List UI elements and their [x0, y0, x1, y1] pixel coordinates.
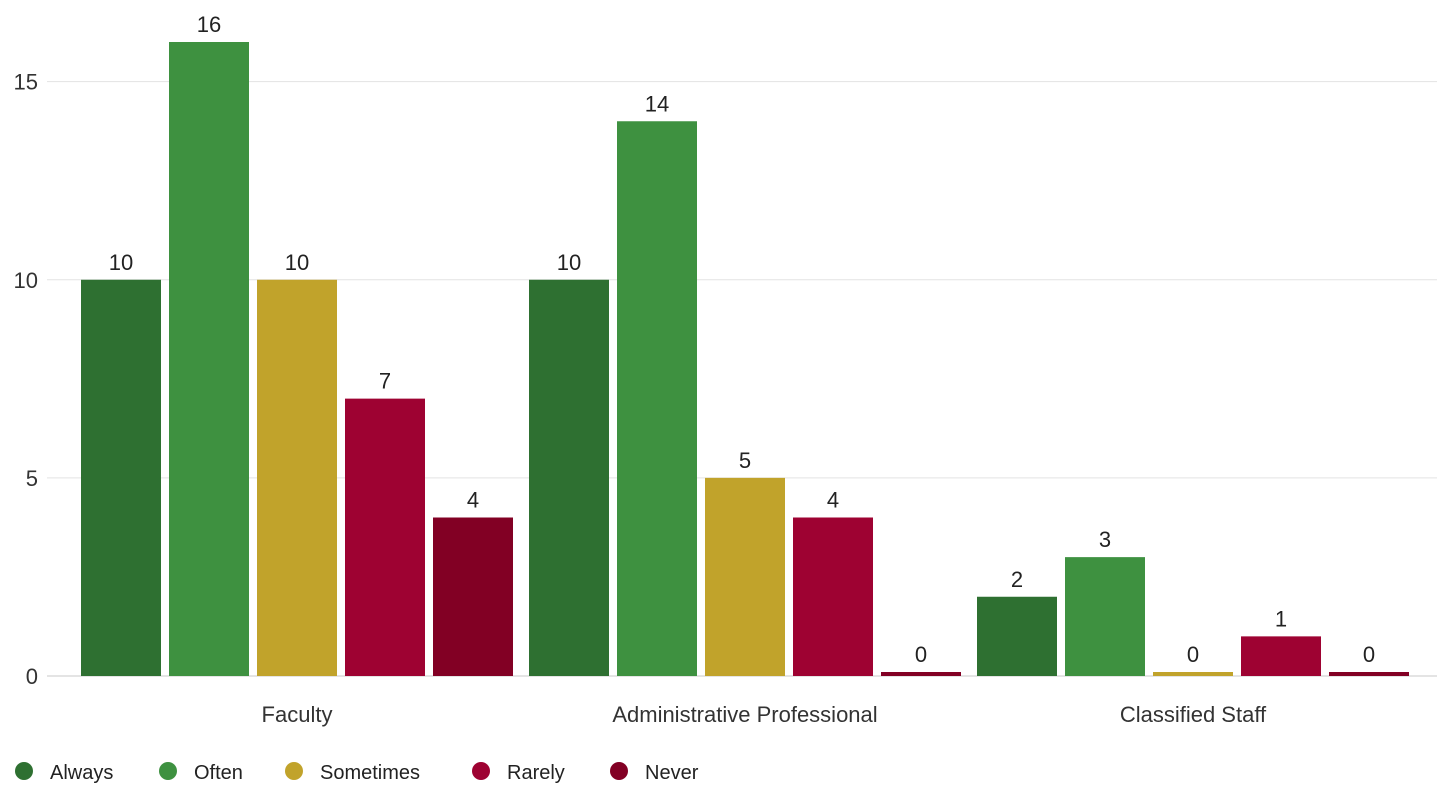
legend-item-always[interactable]: Always	[15, 762, 113, 784]
data-label: 0	[915, 642, 927, 667]
bar-often-2[interactable]	[1065, 557, 1145, 676]
data-label: 10	[109, 250, 133, 275]
bar-rarely-1[interactable]	[793, 517, 873, 677]
legend-label: Never	[645, 762, 699, 784]
bar-never-1[interactable]	[881, 672, 961, 676]
bar-sometimes-1[interactable]	[705, 477, 785, 676]
data-label: 4	[827, 488, 839, 513]
bar-never-2[interactable]	[1329, 672, 1409, 676]
bar-often-1[interactable]	[617, 121, 697, 676]
legend-marker	[472, 762, 490, 780]
legend-marker	[159, 762, 177, 780]
x-category-label: Classified Staff	[1120, 702, 1267, 727]
data-label: 14	[645, 91, 669, 116]
data-label: 0	[1187, 642, 1199, 667]
data-label: 10	[557, 250, 581, 275]
y-axis: 0 5 10 15	[14, 70, 38, 689]
y-tick-label: 15	[14, 70, 38, 95]
bar-sometimes-2[interactable]	[1153, 672, 1233, 676]
legend-label: Rarely	[507, 762, 565, 784]
data-label: 1	[1275, 606, 1287, 631]
y-tick-label: 0	[26, 664, 38, 689]
bar-rarely-2[interactable]	[1241, 636, 1321, 676]
bar-always-2[interactable]	[977, 596, 1057, 676]
legend-item-often[interactable]: Often	[159, 762, 243, 784]
bar-always-0[interactable]	[81, 279, 161, 676]
bars	[81, 42, 1409, 676]
legend-item-rarely[interactable]: Rarely	[472, 762, 565, 784]
legend-marker	[610, 762, 628, 780]
legend-label: Often	[194, 762, 243, 784]
data-label: 16	[197, 12, 221, 37]
data-label: 2	[1011, 567, 1023, 592]
data-label: 0	[1363, 642, 1375, 667]
data-label: 3	[1099, 527, 1111, 552]
legend[interactable]: Always Often Sometimes Rarely Never	[15, 762, 699, 784]
x-category-label: Faculty	[262, 702, 333, 727]
data-label: 10	[285, 250, 309, 275]
legend-item-sometimes[interactable]: Sometimes	[285, 762, 420, 784]
data-label: 4	[467, 488, 479, 513]
x-axis: Faculty Administrative Professional Classi…	[262, 702, 1268, 727]
bar-always-1[interactable]	[529, 279, 609, 676]
bar-never-0[interactable]	[433, 517, 513, 677]
legend-marker	[285, 762, 303, 780]
bar-rarely-0[interactable]	[345, 398, 425, 676]
data-label: 7	[379, 369, 391, 394]
legend-label: Always	[50, 762, 113, 784]
y-tick-label: 5	[26, 466, 38, 491]
legend-marker	[15, 762, 33, 780]
y-tick-label: 10	[14, 268, 38, 293]
bar-sometimes-0[interactable]	[257, 279, 337, 676]
legend-label: Sometimes	[320, 762, 420, 784]
x-category-label: Administrative Professional	[612, 702, 877, 727]
data-label: 5	[739, 448, 751, 473]
legend-item-never[interactable]: Never	[610, 762, 699, 784]
bar-often-0[interactable]	[169, 42, 249, 676]
